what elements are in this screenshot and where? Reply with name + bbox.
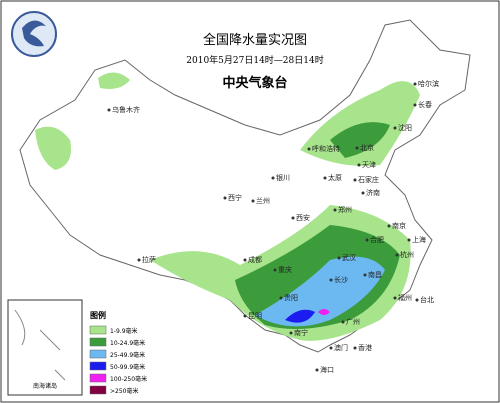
city-dot: [413, 103, 417, 107]
city-dot: [365, 238, 369, 242]
legend-swatch: [89, 349, 107, 359]
city-dot: [353, 178, 357, 182]
city-dot: [353, 346, 357, 350]
rain-area: [98, 72, 130, 89]
city-dot: [333, 208, 337, 212]
city-label: 银川: [276, 173, 290, 182]
city-label: 太原: [328, 173, 342, 182]
legend-swatch: [89, 385, 107, 395]
city-label: 哈尔滨: [418, 79, 439, 88]
city-label: 杭州: [400, 250, 414, 259]
title: 全国降水量实况图: [203, 32, 307, 48]
city-label: 福州: [398, 293, 412, 302]
city-dot: [363, 273, 367, 277]
city-dot: [279, 296, 283, 300]
inset: 南海诸岛: [7, 299, 83, 396]
city-dot: [387, 224, 391, 228]
city-label: 上海: [412, 235, 426, 244]
city-dot: [413, 82, 417, 86]
city-dot: [315, 368, 319, 372]
city-label: 台北: [420, 295, 434, 304]
legend-swatch: [89, 373, 107, 383]
legend-label: 10-24.9毫米: [110, 339, 145, 347]
city-dot: [323, 176, 327, 180]
city-label: 西宁: [228, 193, 242, 202]
rain-area: [330, 122, 390, 158]
city-label: 郑州: [338, 206, 352, 214]
city-label: 拉萨: [142, 255, 156, 264]
city-label: 北京: [360, 143, 374, 152]
city-label: 乌鲁木齐: [112, 105, 140, 114]
city-label: 合肥: [370, 235, 384, 244]
city-label: 成都: [248, 255, 262, 264]
city-label: 南京: [392, 221, 406, 230]
period: 2010年5月27日14时—28日14时: [186, 54, 323, 66]
city-dot: [407, 238, 411, 242]
city-dot: [137, 258, 141, 262]
city-dot: [393, 126, 397, 130]
city-dot: [107, 108, 111, 112]
agency: 中央气象台: [222, 75, 287, 91]
legend-label: 100-250毫米: [110, 375, 147, 383]
legend-swatch: [89, 361, 107, 371]
rain-area: [300, 81, 420, 166]
city-dot: [341, 320, 345, 324]
city-label: 石家庄: [358, 175, 379, 184]
rain-area: [285, 309, 315, 323]
city-dot: [361, 191, 365, 195]
city-label: 济南: [366, 188, 380, 197]
city-label: 天津: [362, 161, 376, 169]
city-dot: [355, 146, 359, 150]
legend-title: 图例: [90, 310, 106, 320]
city-label: 重庆: [278, 265, 292, 274]
city-label: 海口: [320, 365, 334, 374]
legend-label: >250毫米: [110, 387, 138, 395]
city-dot: [307, 147, 311, 151]
city-dot: [273, 268, 277, 272]
city-dot: [243, 314, 247, 318]
city-dot: [393, 296, 397, 300]
rain-area: [35, 126, 71, 170]
legend: 图例 1-9.9毫米 10-24.9毫米 25-49.9毫米 50-99.9毫米 100…: [89, 310, 147, 395]
city-dot: [329, 346, 333, 350]
city-label: 兰州: [256, 196, 270, 205]
legend-swatch: [89, 337, 107, 347]
city-dot: [357, 163, 361, 167]
city-dot: [329, 278, 333, 282]
city-label: 澳门: [334, 343, 348, 352]
rain-area: [318, 309, 330, 315]
legend-swatch: [89, 325, 107, 335]
rain-area: [255, 256, 385, 327]
city-dot: [337, 256, 341, 260]
city-dot: [271, 176, 275, 180]
city-label: 西安: [296, 213, 310, 222]
legend-label: 50-99.9毫米: [110, 363, 145, 371]
city-label: 沈阳: [398, 123, 412, 132]
legend-label: 1-9.9毫米: [110, 327, 138, 335]
city-dot: [415, 298, 419, 302]
city-dot: [223, 196, 227, 200]
city-label: 呼和浩特: [312, 144, 340, 153]
city-label: 贵阳: [284, 293, 298, 302]
city-label: 香港: [358, 343, 372, 352]
city-label: 长春: [418, 100, 432, 109]
city-dot: [291, 216, 295, 220]
city-label: 昆明: [248, 312, 262, 320]
city-label: 武汉: [342, 253, 356, 262]
city-dot: [251, 199, 255, 203]
city-label: 广州: [346, 317, 360, 326]
city-dot: [289, 331, 293, 335]
city-dot: [395, 253, 399, 257]
city-label: 长沙: [334, 275, 348, 284]
rain-areas: [35, 72, 420, 341]
legend-label: 25-49.9毫米: [110, 351, 145, 359]
city-label: 南宁: [294, 328, 308, 337]
logo: [11, 11, 57, 57]
inset-label: 南海诸岛: [33, 382, 57, 390]
city-dot: [243, 258, 247, 262]
city-label: 南昌: [368, 270, 382, 279]
